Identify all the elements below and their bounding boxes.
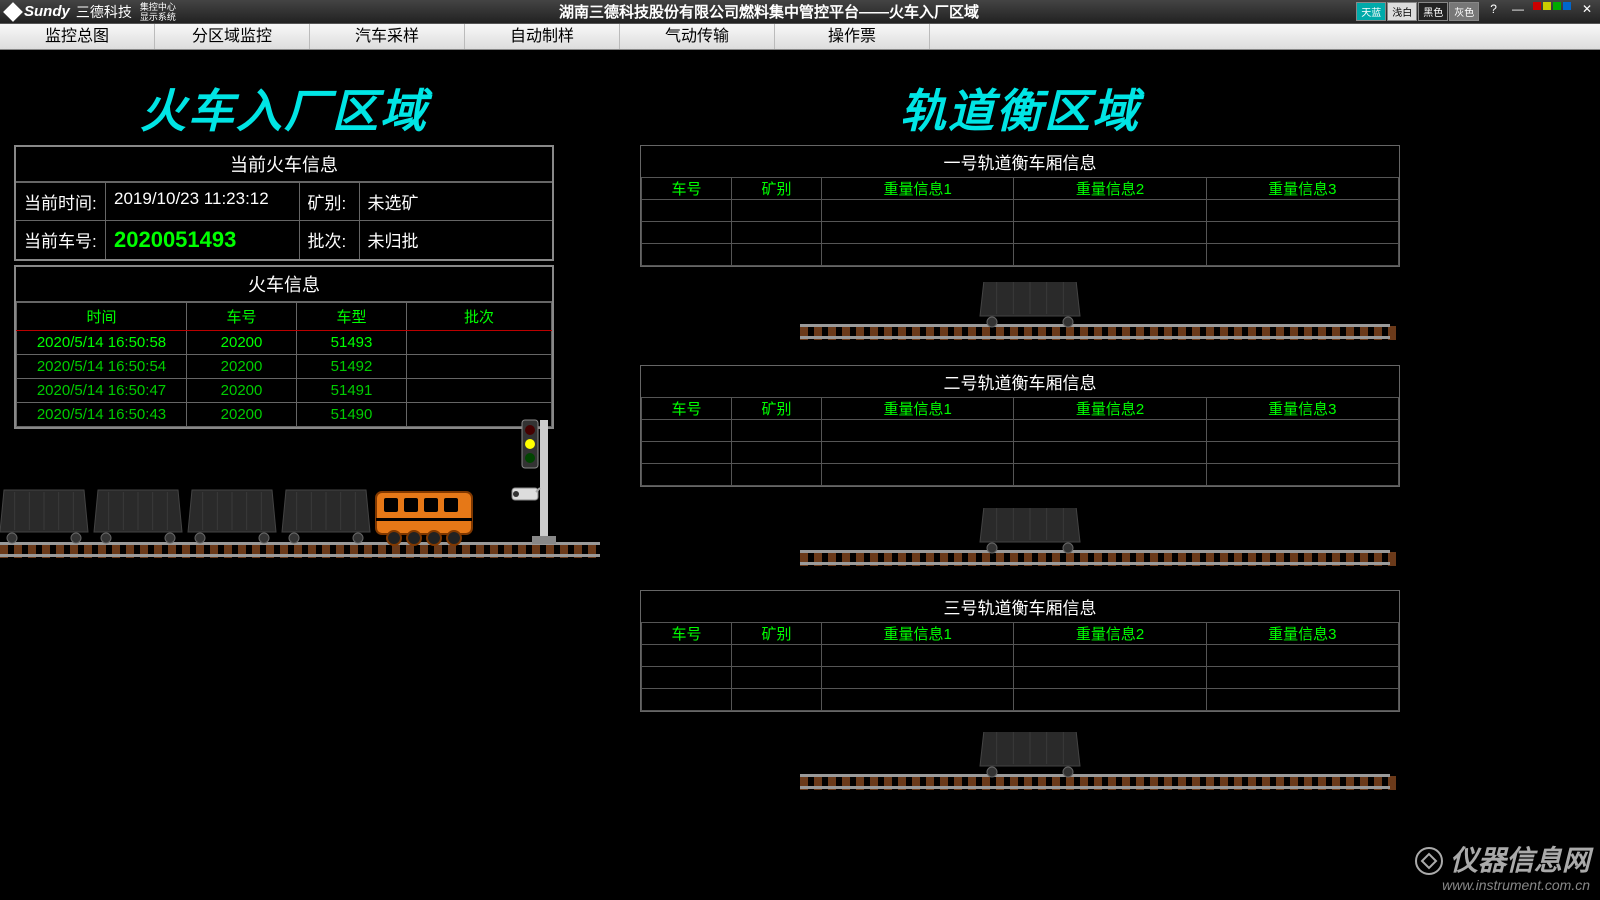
window-color-dots — [1533, 2, 1571, 21]
theme-gray-button[interactable]: 灰色 — [1449, 2, 1479, 21]
th-type: 车型 — [297, 303, 407, 331]
value-time: 2019/10/23 11:23:12 — [106, 183, 300, 220]
value-mine: 未选矿 — [360, 183, 553, 220]
track2-graphic — [800, 508, 1400, 568]
menu-truck-sample[interactable]: 汽车采样 — [310, 24, 465, 49]
brand-logo: Sundy 三德科技 集控中心 显示系统 — [0, 2, 182, 22]
track1-graphic — [800, 282, 1400, 342]
train-list-panel: 火车信息 时间 车号 车型 批次 2020/5/14 16:50:5820200… — [14, 265, 554, 429]
value-carno: 2020051493 — [106, 221, 300, 259]
title-right-controls: 天蓝 浅白 黑色 灰色 ? — ✕ — [1356, 2, 1600, 21]
content-area: 火车入厂区域 轨道衡区域 当前火车信息 当前时间: 2019/10/23 11:… — [0, 50, 1600, 900]
brand-en: Sundy — [24, 3, 70, 20]
theme-cyan-button[interactable]: 天蓝 — [1356, 2, 1386, 21]
brand-cn: 三德科技 — [76, 2, 132, 22]
train-scene-graphic — [0, 410, 600, 590]
current-train-title: 当前火车信息 — [16, 147, 552, 182]
brand-sublines: 集控中心 显示系统 — [140, 2, 176, 22]
dot-yellow-icon — [1543, 2, 1551, 10]
dot-green-icon — [1553, 2, 1561, 10]
label-time: 当前时间: — [16, 183, 106, 220]
track1-table: 车号矿别重量信息1重量信息2重量信息3 — [641, 177, 1399, 266]
dot-red-icon — [1533, 2, 1541, 10]
menu-auto-sample[interactable]: 自动制样 — [465, 24, 620, 49]
train-list-title: 火车信息 — [16, 267, 552, 302]
menu-bar: 监控总图 分区域监控 汽车采样 自动制样 气动传输 操作票 — [0, 24, 1600, 50]
table-row[interactable]: 2020/5/14 16:50:582020051493 — [17, 331, 552, 355]
current-train-panel: 当前火车信息 当前时间: 2019/10/23 11:23:12 矿别: 未选矿… — [14, 145, 554, 261]
theme-white-button[interactable]: 浅白 — [1387, 2, 1417, 21]
theme-black-button[interactable]: 黑色 — [1418, 2, 1448, 21]
menu-pneumatic[interactable]: 气动传输 — [620, 24, 775, 49]
th-carno: 车号 — [187, 303, 297, 331]
label-mine: 矿别: — [300, 183, 360, 220]
table-row[interactable]: 2020/5/14 16:50:542020051492 — [17, 355, 552, 379]
track2-title: 二号轨道衡车厢信息 — [641, 366, 1399, 397]
value-batch: 未归批 — [360, 221, 553, 259]
label-batch: 批次: — [300, 221, 360, 259]
logo-icon — [3, 2, 23, 22]
track3-graphic — [800, 732, 1400, 792]
track-panel-1: 一号轨道衡车厢信息 车号矿别重量信息1重量信息2重量信息3 — [640, 145, 1400, 267]
watermark: 仪器信息网 www.instrument.com.cn — [1414, 846, 1590, 894]
track3-table: 车号矿别重量信息1重量信息2重量信息3 — [641, 622, 1399, 711]
label-carno: 当前车号: — [16, 221, 106, 259]
track-panel-2: 二号轨道衡车厢信息 车号矿别重量信息1重量信息2重量信息3 — [640, 365, 1400, 487]
track2-table: 车号矿别重量信息1重量信息2重量信息3 — [641, 397, 1399, 486]
title-bar: Sundy 三德科技 集控中心 显示系统 湖南三德科技股份有限公司燃料集中管控平… — [0, 0, 1600, 24]
table-row[interactable]: 2020/5/14 16:50:472020051491 — [17, 379, 552, 403]
track3-title: 三号轨道衡车厢信息 — [641, 591, 1399, 622]
th-batch: 批次 — [407, 303, 552, 331]
left-section-title: 火车入厂区域 — [140, 75, 428, 141]
right-section-title: 轨道衡区域 — [900, 75, 1140, 141]
app-title: 湖南三德科技股份有限公司燃料集中管控平台——火车入厂区域 — [182, 1, 1356, 22]
minimize-icon[interactable]: — — [1508, 2, 1528, 21]
dot-blue-icon — [1563, 2, 1571, 10]
menu-op-ticket[interactable]: 操作票 — [775, 24, 930, 49]
watermark-icon — [1414, 846, 1444, 876]
close-icon[interactable]: ✕ — [1578, 2, 1596, 21]
track1-title: 一号轨道衡车厢信息 — [641, 146, 1399, 177]
train-list-table: 时间 车号 车型 批次 2020/5/14 16:50:582020051493… — [16, 302, 552, 427]
track-panel-3: 三号轨道衡车厢信息 车号矿别重量信息1重量信息2重量信息3 — [640, 590, 1400, 712]
th-time: 时间 — [17, 303, 187, 331]
menu-overview[interactable]: 监控总图 — [0, 24, 155, 49]
menu-zone[interactable]: 分区域监控 — [155, 24, 310, 49]
help-icon[interactable]: ? — [1486, 2, 1501, 21]
